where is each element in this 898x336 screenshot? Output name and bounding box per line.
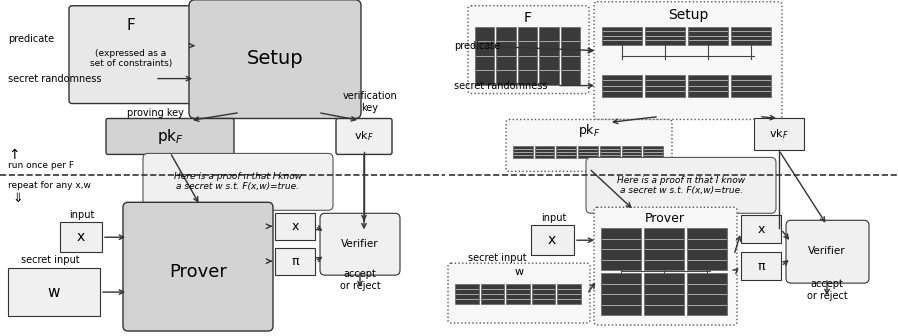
Bar	[560, 27, 580, 85]
Bar	[480, 284, 504, 304]
Bar	[644, 273, 684, 315]
FancyBboxPatch shape	[506, 120, 672, 171]
Bar	[455, 284, 479, 304]
Bar	[643, 146, 663, 158]
Text: Prover: Prover	[645, 212, 685, 225]
Text: secret randomness: secret randomness	[8, 74, 101, 84]
Text: input: input	[541, 213, 567, 223]
Bar	[644, 228, 684, 270]
Bar	[687, 273, 727, 315]
Bar	[275, 248, 315, 275]
Text: w: w	[515, 267, 524, 277]
Text: ↑: ↑	[8, 149, 20, 162]
Bar	[8, 268, 100, 316]
Bar	[475, 27, 495, 85]
FancyBboxPatch shape	[143, 154, 333, 210]
Bar	[497, 27, 515, 85]
Text: secret input: secret input	[21, 255, 79, 265]
Text: w: w	[48, 285, 60, 300]
Bar	[534, 146, 554, 158]
Bar	[531, 225, 574, 255]
FancyBboxPatch shape	[594, 2, 782, 120]
Bar	[539, 27, 559, 85]
Bar	[601, 228, 641, 270]
Text: input: input	[69, 210, 94, 220]
Text: vk$_F$: vk$_F$	[770, 128, 788, 141]
FancyBboxPatch shape	[69, 6, 193, 103]
Text: F: F	[524, 11, 532, 25]
FancyBboxPatch shape	[189, 0, 361, 119]
Bar	[688, 75, 728, 96]
Text: Setup: Setup	[247, 49, 304, 68]
Text: ⇓: ⇓	[12, 192, 22, 205]
Text: accept
or reject: accept or reject	[339, 269, 381, 291]
Text: Prover: Prover	[169, 263, 227, 281]
Bar	[506, 284, 530, 304]
Bar	[645, 27, 685, 45]
Bar	[741, 252, 781, 280]
Text: repeat for any x,w: repeat for any x,w	[8, 181, 91, 190]
Bar	[558, 284, 581, 304]
Bar	[60, 222, 102, 252]
FancyBboxPatch shape	[468, 6, 589, 93]
FancyBboxPatch shape	[586, 157, 776, 213]
Text: π: π	[757, 260, 765, 272]
Bar	[731, 75, 771, 96]
Bar	[602, 75, 642, 96]
Text: Here is a proof π that I know
a secret w s.t. F(x,w)=true.: Here is a proof π that I know a secret w…	[617, 176, 745, 195]
Text: predicate: predicate	[8, 34, 54, 44]
Text: Verifier: Verifier	[808, 246, 846, 256]
FancyBboxPatch shape	[336, 119, 392, 155]
FancyBboxPatch shape	[594, 207, 737, 325]
Bar	[578, 146, 598, 158]
Bar	[557, 146, 577, 158]
Text: accept
or reject: accept or reject	[806, 279, 848, 301]
Text: verification
key: verification key	[343, 91, 398, 113]
FancyBboxPatch shape	[448, 263, 590, 323]
Text: Here is a proof π that I know
a secret w s.t. F(x,w)=true.: Here is a proof π that I know a secret w…	[174, 172, 302, 191]
Bar	[741, 215, 781, 243]
Bar	[688, 27, 728, 45]
Text: Verifier: Verifier	[341, 239, 379, 249]
Text: secret randomness: secret randomness	[454, 81, 548, 91]
Bar	[754, 119, 804, 151]
Text: vk$_F$: vk$_F$	[354, 130, 374, 143]
Bar	[275, 213, 315, 240]
FancyBboxPatch shape	[786, 220, 869, 283]
Bar	[518, 27, 537, 85]
Bar	[601, 273, 641, 315]
Text: secret input: secret input	[468, 253, 526, 263]
Text: F: F	[127, 18, 136, 33]
Bar	[621, 146, 641, 158]
Text: pk$_F$: pk$_F$	[156, 127, 183, 146]
FancyBboxPatch shape	[320, 213, 400, 275]
Text: x: x	[757, 223, 765, 236]
Text: predicate: predicate	[454, 41, 500, 51]
Text: pk$_F$: pk$_F$	[577, 122, 600, 139]
Text: proving key: proving key	[127, 108, 183, 118]
Bar	[532, 284, 555, 304]
Text: run once per F: run once per F	[8, 161, 74, 170]
Bar	[600, 146, 620, 158]
Text: x: x	[291, 220, 299, 233]
Bar	[645, 75, 685, 96]
Bar	[602, 27, 642, 45]
Text: π: π	[291, 255, 299, 268]
Text: (expressed as a
set of constraints): (expressed as a set of constraints)	[90, 49, 172, 68]
FancyBboxPatch shape	[106, 119, 234, 155]
Text: Setup: Setup	[668, 8, 709, 22]
Text: x: x	[548, 233, 556, 247]
Text: x: x	[77, 230, 85, 244]
Bar	[513, 146, 533, 158]
FancyBboxPatch shape	[123, 202, 273, 331]
Bar	[687, 228, 727, 270]
Bar	[731, 27, 771, 45]
